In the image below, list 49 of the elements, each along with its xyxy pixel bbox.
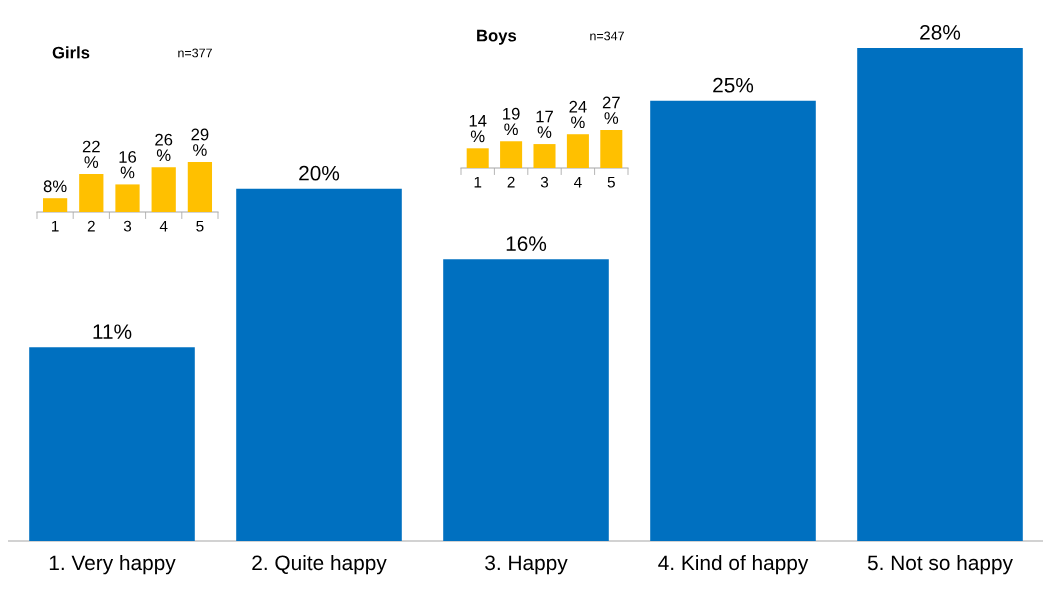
bar (236, 188, 402, 541)
x-tick-label: 5. Not so happy (867, 554, 1013, 575)
data-label: 26 % (155, 133, 173, 162)
data-label: 11% (93, 324, 132, 339)
bar (42, 198, 68, 212)
data-label: 19 % (503, 107, 520, 136)
bar (533, 144, 556, 168)
x-tick-label: 1 (474, 176, 482, 188)
bar (600, 130, 623, 168)
bar (857, 48, 1023, 541)
data-label: 22 % (82, 140, 100, 168)
data-label: 25% (713, 77, 754, 93)
x-tick-label: 1 (52, 220, 59, 232)
data-label: 20% (299, 165, 340, 181)
x-tick-label: 5 (607, 176, 615, 188)
x-tick-label: 2. Quite happy (252, 554, 387, 575)
x-tick-label: 3 (123, 220, 132, 232)
data-label: 14 % (469, 115, 487, 143)
bar (466, 148, 489, 168)
x-tick-label: 5 (196, 220, 204, 232)
bar (115, 184, 140, 212)
x-tick-label: 3 (540, 176, 549, 188)
bar (443, 259, 609, 541)
data-label: 16 % (119, 151, 137, 179)
data-label: 16% (506, 236, 547, 251)
data-label: 24 % (569, 100, 587, 129)
x-tick-label: 2 (87, 220, 95, 232)
text: n=347 (590, 31, 624, 41)
bar (500, 141, 523, 168)
x-tick-label: 4. Kind of happy (658, 554, 809, 575)
x-tick-label: 3. Happy (485, 555, 568, 575)
x-tick-label: 2 (507, 176, 515, 188)
bar (566, 134, 589, 168)
x-tick-label: 4 (574, 176, 582, 188)
x-tick-label: 4 (159, 220, 168, 232)
data-label: 17 % (536, 110, 553, 138)
annotation: n=377 (178, 48, 212, 58)
bar (151, 167, 176, 212)
data-label: 29 % (191, 128, 209, 156)
chart-title: Boys (477, 29, 517, 45)
x-tick-label: 1. Very happy (49, 554, 176, 575)
bar (79, 174, 104, 212)
data-label: 28% (920, 24, 961, 40)
data-label: 8% (43, 180, 67, 193)
data-label: 27 % (602, 96, 620, 124)
bar (187, 162, 213, 212)
chart-title: Girls (52, 46, 90, 59)
bar (29, 347, 195, 541)
bar (650, 100, 816, 541)
